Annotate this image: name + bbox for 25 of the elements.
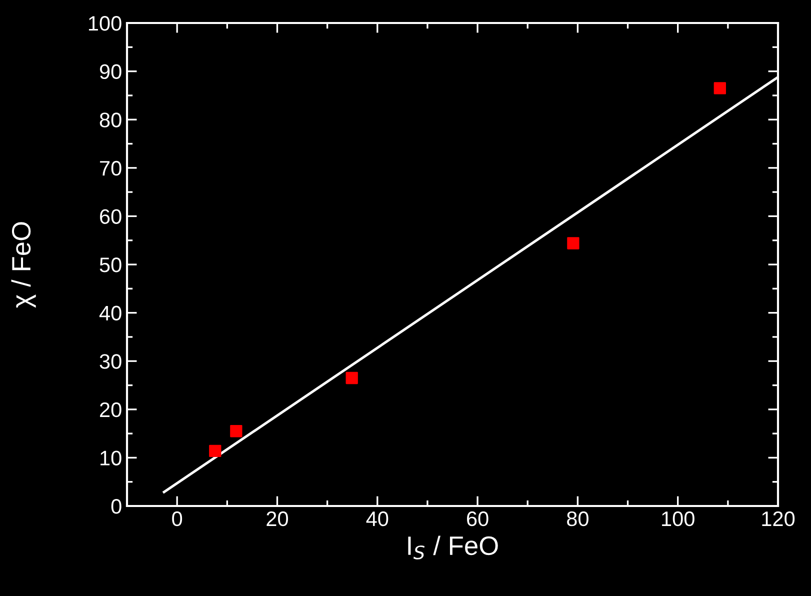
x-tick-label: 80	[567, 511, 588, 526]
y-tick-label: 50	[100, 258, 122, 272]
point	[714, 82, 726, 94]
y-tick-label: 90	[100, 64, 122, 80]
y-tick-label: 70	[100, 160, 122, 176]
point	[567, 237, 580, 250]
point	[209, 444, 222, 458]
y-tick-label: 10	[100, 450, 122, 466]
y-tick-label: 100	[88, 16, 122, 31]
x-tick-label: 20	[266, 511, 288, 526]
y-tick-label: 80	[100, 112, 122, 128]
point	[346, 372, 358, 384]
y-axis-title: χ / FeO	[11, 222, 36, 308]
point	[230, 425, 242, 438]
y-tick-label: 30	[100, 354, 122, 369]
x-tick-label: 0	[172, 511, 182, 526]
y-tick-label: 20	[100, 402, 122, 418]
x-axis-title: I$_{S}$ / FeO	[408, 536, 498, 560]
y-tick-label: 60	[100, 209, 122, 224]
x-tick-label: 40	[366, 511, 388, 526]
x-tick-label: 120	[762, 511, 795, 526]
y-tick-label: 40	[99, 306, 122, 321]
x-tick-label: 100	[662, 511, 694, 526]
y-tick-label: 0	[111, 499, 122, 514]
x-tick-label: 60	[467, 511, 488, 526]
